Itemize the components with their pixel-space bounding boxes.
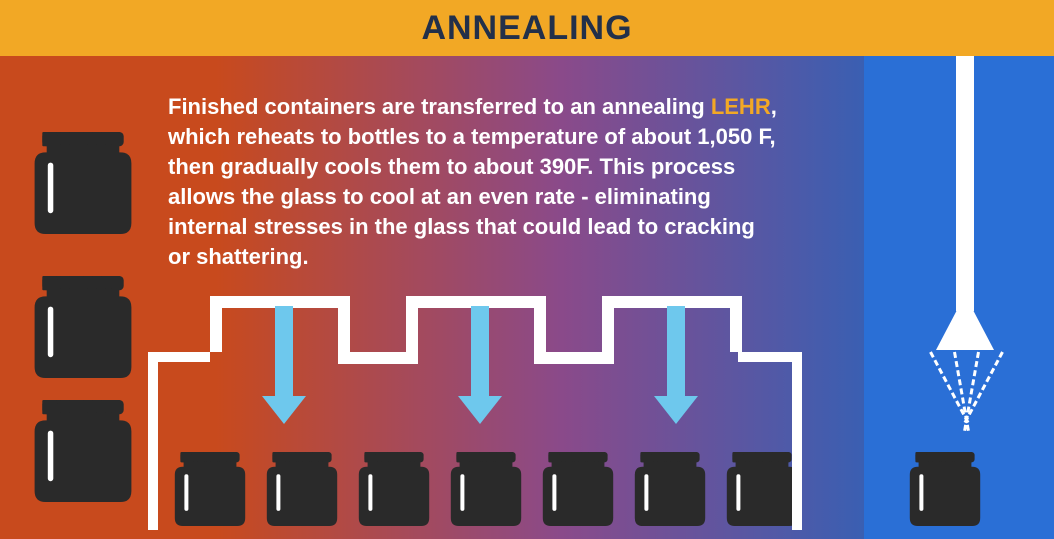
top-pipe-segment-6 [534, 296, 546, 352]
jar-icon-row-6 [722, 452, 802, 531]
jar-icon-row-4 [538, 452, 618, 531]
infographic-stage: ANNEALING Finished containers are transf… [0, 0, 1054, 539]
top-pipe-segment-3 [338, 352, 418, 364]
jar-icon-row-5 [630, 452, 710, 531]
down-arrow-icon-1 [458, 306, 502, 429]
down-arrow-icon-2 [654, 306, 698, 429]
jar-icon-cooled [905, 452, 985, 531]
lehr-frame-segment-3 [738, 352, 800, 362]
shower-pipe [956, 56, 974, 311]
jar-icon-stack-1 [28, 276, 138, 383]
top-pipe-segment-10 [730, 296, 742, 352]
header-bar: ANNEALING [0, 0, 1054, 56]
lehr-frame-segment-0 [148, 352, 158, 530]
jar-icon-row-2 [354, 452, 434, 531]
page-title: ANNEALING [421, 9, 632, 48]
jar-icon-stack-0 [28, 132, 138, 239]
description-text: Finished containers are transferred to a… [168, 92, 778, 272]
jar-icon-stack-2 [28, 400, 138, 507]
desc-post: , which reheats to bottles to a temperat… [168, 94, 777, 269]
jar-icon-row-1 [262, 452, 342, 531]
jar-icon-row-3 [446, 452, 526, 531]
desc-highlight: LEHR [711, 94, 771, 119]
jar-icon-row-0 [170, 452, 250, 531]
shower-head-icon [936, 308, 994, 355]
desc-pre: Finished containers are transferred to a… [168, 94, 711, 119]
down-arrow-icon-0 [262, 306, 306, 429]
top-pipe-segment-2 [338, 296, 350, 352]
lehr-frame-segment-2 [148, 352, 210, 362]
lehr-frame-segment-1 [792, 352, 802, 530]
top-pipe-segment-7 [534, 352, 614, 364]
